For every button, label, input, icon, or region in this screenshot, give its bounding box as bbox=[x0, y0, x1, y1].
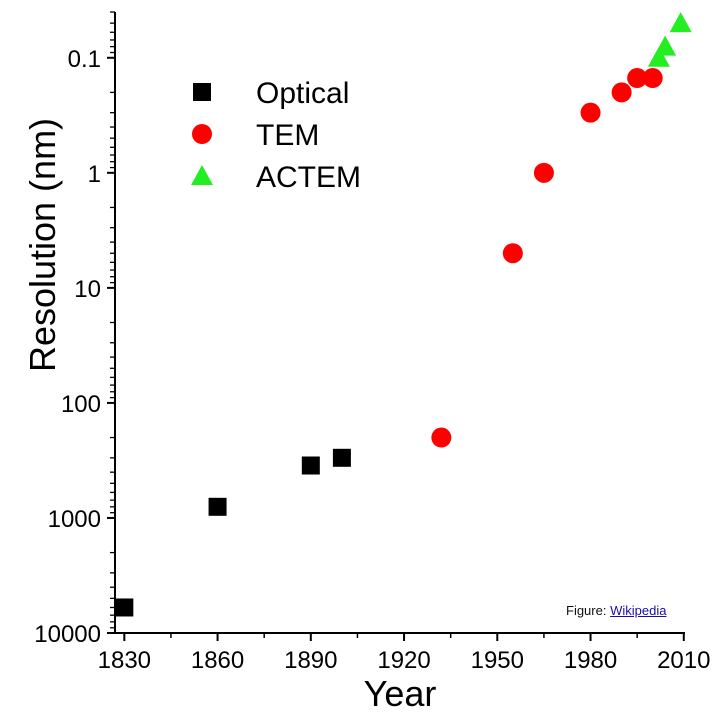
tem-point bbox=[611, 82, 632, 103]
x-tick-label: 1920 bbox=[377, 647, 430, 674]
legend-optical-label: Optical bbox=[256, 77, 349, 110]
tem-point bbox=[642, 68, 663, 89]
tem-point bbox=[502, 243, 523, 264]
y-tick-label: 10000 bbox=[34, 621, 101, 648]
x-tick-label: 1830 bbox=[98, 647, 151, 674]
y-tick-label: 10 bbox=[74, 276, 101, 303]
x-tick-label: 1860 bbox=[191, 647, 244, 674]
legend-tem-marker bbox=[192, 124, 212, 144]
x-tick-label: 1980 bbox=[564, 647, 617, 674]
optical-point bbox=[301, 456, 320, 475]
y-axis-title: Resolution (nm) bbox=[22, 118, 63, 372]
optical-point bbox=[332, 448, 351, 467]
actem-point bbox=[647, 46, 670, 67]
actem-point bbox=[669, 12, 692, 33]
data-points bbox=[115, 12, 692, 617]
optical-point bbox=[208, 497, 227, 516]
wikipedia-link[interactable]: Wikipedia bbox=[610, 603, 667, 618]
actem-point bbox=[654, 35, 677, 56]
y-tick-label: 1000 bbox=[48, 506, 101, 533]
legend-actem-marker bbox=[191, 165, 213, 185]
figure-credit-prefix: Figure: bbox=[566, 603, 611, 618]
axes bbox=[114, 12, 685, 634]
legend: Optical TEM ACTEM bbox=[191, 77, 361, 194]
optical-point bbox=[115, 598, 134, 617]
x-tick-label: 2010 bbox=[657, 647, 710, 674]
tem-point bbox=[580, 102, 601, 123]
tick-marks bbox=[107, 11, 685, 641]
figure-credit: Figure: Wikipedia bbox=[566, 603, 666, 618]
x-tick-label: 1950 bbox=[471, 647, 524, 674]
tem-point bbox=[533, 162, 554, 183]
legend-optical-marker bbox=[193, 83, 211, 101]
y-tick-label: 100 bbox=[61, 391, 101, 418]
x-tick-label: 1890 bbox=[284, 647, 337, 674]
tick-labels: 1830 1860 1890 1920 1950 1980 2010100001000100… bbox=[34, 46, 710, 674]
legend-tem-label: TEM bbox=[256, 119, 319, 152]
tem-point bbox=[627, 68, 648, 89]
y-tick-label: 1 bbox=[88, 161, 101, 188]
legend-actem-label: ACTEM bbox=[256, 161, 361, 194]
y-tick-label: 0.1 bbox=[68, 46, 101, 73]
tem-point bbox=[431, 427, 452, 448]
x-axis-title: Year bbox=[364, 673, 437, 714]
